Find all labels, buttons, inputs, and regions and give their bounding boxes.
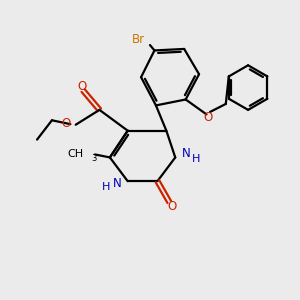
Text: N: N [112, 177, 121, 190]
Text: O: O [61, 117, 70, 130]
Text: 3: 3 [92, 154, 97, 163]
Text: H: H [102, 182, 110, 192]
Text: N: N [182, 147, 190, 161]
Text: O: O [77, 80, 86, 93]
Text: O: O [168, 200, 177, 213]
Text: H: H [192, 154, 201, 164]
Text: CH: CH [67, 149, 83, 159]
Text: O: O [203, 111, 213, 124]
Text: Br: Br [131, 33, 145, 46]
